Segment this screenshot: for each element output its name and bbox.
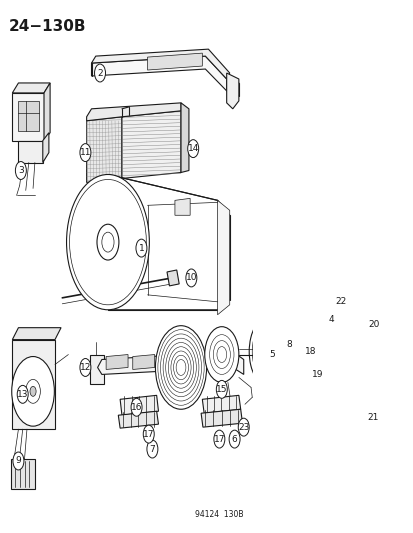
Text: 94124  130B: 94124 130B (195, 510, 243, 519)
Text: 13: 13 (17, 390, 28, 399)
Polygon shape (202, 395, 240, 413)
Text: 21: 21 (366, 413, 377, 422)
Polygon shape (90, 354, 103, 384)
Circle shape (80, 359, 91, 376)
Polygon shape (19, 141, 43, 163)
Circle shape (335, 293, 346, 311)
Circle shape (204, 327, 238, 382)
Polygon shape (91, 49, 229, 79)
Circle shape (17, 385, 28, 403)
Polygon shape (268, 365, 332, 389)
Circle shape (237, 418, 249, 436)
Text: 19: 19 (311, 370, 323, 379)
Circle shape (135, 239, 147, 257)
Polygon shape (159, 354, 181, 369)
Text: 2: 2 (97, 69, 102, 77)
Polygon shape (118, 411, 158, 428)
Polygon shape (224, 402, 237, 414)
Circle shape (325, 311, 336, 329)
Circle shape (94, 64, 105, 82)
Polygon shape (106, 354, 128, 369)
Polygon shape (120, 395, 158, 415)
Circle shape (30, 386, 36, 397)
Polygon shape (43, 133, 49, 163)
Text: 6: 6 (231, 434, 237, 443)
Text: 3: 3 (18, 166, 24, 175)
Polygon shape (86, 117, 122, 182)
Text: 11: 11 (79, 148, 91, 157)
Circle shape (147, 440, 157, 458)
Circle shape (366, 408, 377, 426)
Text: 14: 14 (187, 144, 198, 153)
Text: 4: 4 (328, 315, 333, 324)
Text: 17: 17 (142, 430, 154, 439)
Circle shape (216, 381, 227, 398)
Text: 20: 20 (368, 320, 379, 329)
Circle shape (266, 345, 277, 364)
Circle shape (155, 326, 206, 409)
Polygon shape (122, 111, 180, 179)
Polygon shape (133, 354, 154, 369)
Text: 7: 7 (149, 445, 155, 454)
Circle shape (312, 366, 323, 383)
Polygon shape (201, 409, 242, 427)
Polygon shape (226, 73, 238, 109)
Circle shape (15, 161, 26, 180)
Polygon shape (323, 305, 335, 335)
Circle shape (80, 144, 91, 161)
Text: 24−130B: 24−130B (9, 19, 86, 34)
Polygon shape (357, 322, 366, 340)
Polygon shape (358, 337, 384, 367)
Text: 16: 16 (131, 403, 142, 412)
Polygon shape (147, 53, 202, 70)
Circle shape (368, 316, 379, 334)
Polygon shape (175, 198, 190, 215)
Polygon shape (19, 101, 39, 131)
Text: 5: 5 (269, 350, 275, 359)
Polygon shape (268, 384, 332, 394)
Circle shape (214, 430, 224, 448)
Polygon shape (185, 354, 207, 369)
Polygon shape (12, 93, 44, 141)
Polygon shape (12, 83, 50, 93)
Text: 23: 23 (237, 423, 249, 432)
Circle shape (228, 430, 240, 448)
Text: 12: 12 (80, 363, 91, 372)
Polygon shape (86, 103, 180, 121)
Circle shape (13, 452, 24, 470)
Circle shape (185, 269, 196, 287)
Polygon shape (12, 340, 55, 429)
Text: 22: 22 (335, 297, 346, 306)
Circle shape (66, 174, 149, 310)
Polygon shape (354, 386, 389, 410)
Polygon shape (91, 56, 226, 91)
Polygon shape (10, 459, 35, 489)
Polygon shape (180, 103, 188, 173)
Text: 10: 10 (185, 273, 197, 282)
Text: 18: 18 (304, 347, 316, 356)
Polygon shape (44, 83, 50, 141)
Text: 17: 17 (213, 434, 225, 443)
Text: 1: 1 (138, 244, 144, 253)
Circle shape (143, 425, 154, 443)
Polygon shape (97, 352, 243, 375)
Circle shape (131, 398, 142, 416)
Circle shape (282, 336, 294, 353)
Circle shape (187, 140, 198, 158)
Polygon shape (12, 328, 61, 340)
Polygon shape (217, 200, 229, 315)
Polygon shape (212, 354, 234, 369)
Text: 8: 8 (285, 340, 291, 349)
Text: 15: 15 (216, 385, 227, 394)
Circle shape (12, 357, 54, 426)
Text: 9: 9 (16, 456, 21, 465)
Circle shape (304, 343, 316, 360)
Polygon shape (166, 270, 179, 286)
